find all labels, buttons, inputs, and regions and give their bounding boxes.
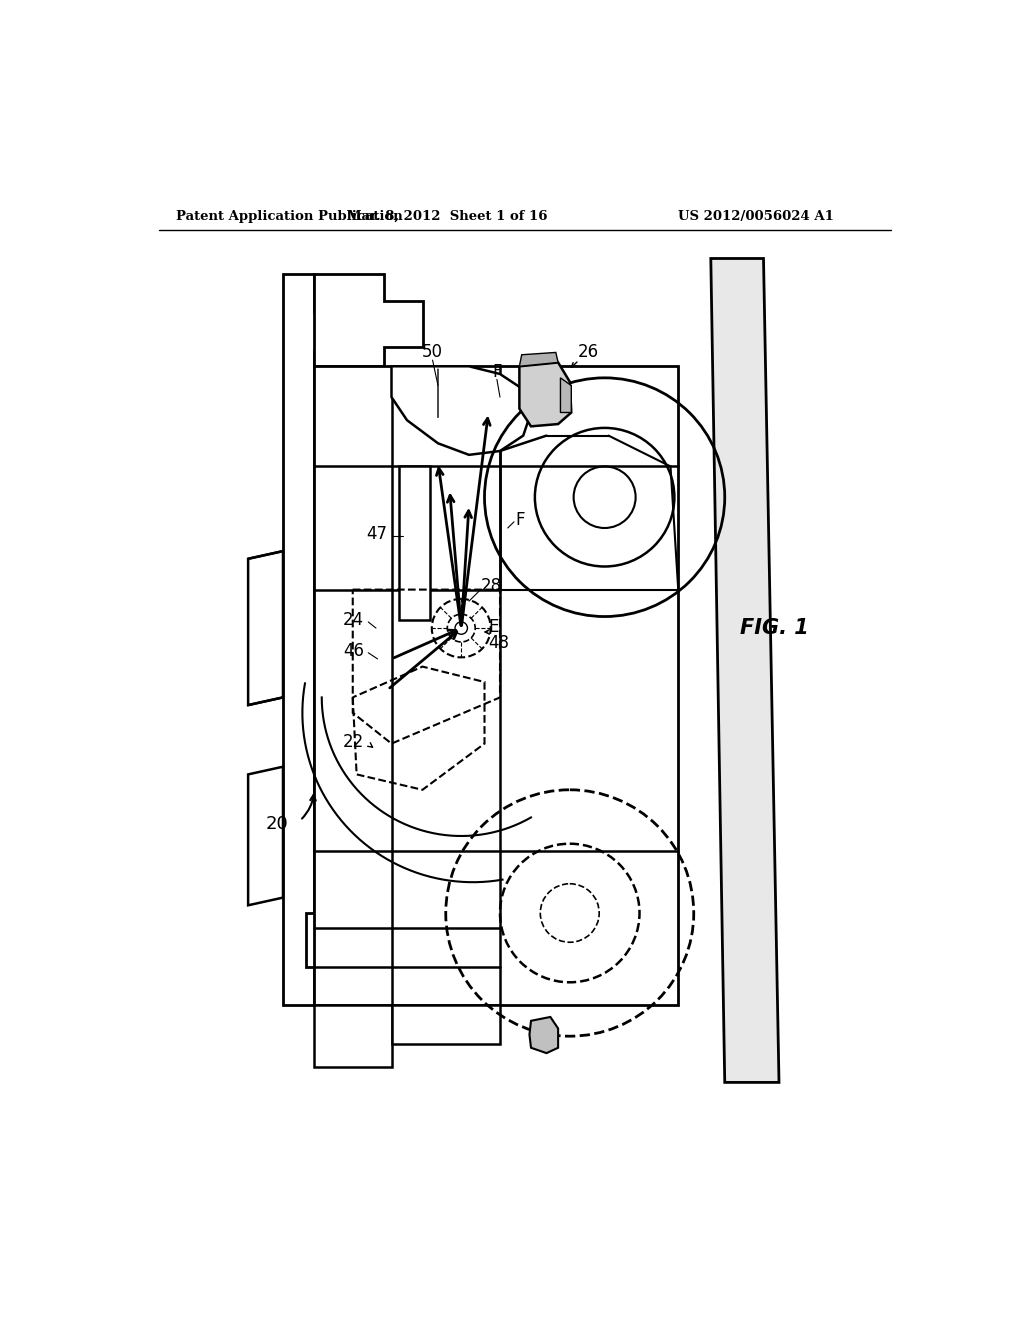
Polygon shape [529,1016,558,1053]
Text: 24: 24 [343,611,365,630]
Text: 50: 50 [422,343,443,362]
Text: F: F [515,511,525,529]
Polygon shape [391,367,531,455]
Polygon shape [399,466,430,620]
Polygon shape [248,767,283,906]
Text: 20: 20 [265,816,289,833]
Text: 46: 46 [343,643,365,660]
Text: Mar. 8, 2012  Sheet 1 of 16: Mar. 8, 2012 Sheet 1 of 16 [347,210,548,223]
Polygon shape [519,363,571,426]
Text: Patent Application Publication: Patent Application Publication [176,210,402,223]
Text: 48: 48 [488,635,509,652]
Polygon shape [248,552,283,705]
Polygon shape [519,352,558,367]
Text: E: E [488,618,499,635]
Polygon shape [314,1006,391,1067]
Polygon shape [283,275,330,1006]
Polygon shape [314,275,423,367]
Text: US 2012/0056024 A1: US 2012/0056024 A1 [678,210,835,223]
Polygon shape [391,1006,500,1044]
Text: 22: 22 [343,733,365,751]
Polygon shape [314,367,678,1006]
Text: F: F [493,363,502,381]
Text: 47: 47 [366,525,387,543]
Polygon shape [560,378,571,412]
Polygon shape [711,259,779,1082]
Text: 28: 28 [480,577,502,595]
Text: FIG. 1: FIG. 1 [740,618,809,638]
Text: 26: 26 [578,343,599,362]
